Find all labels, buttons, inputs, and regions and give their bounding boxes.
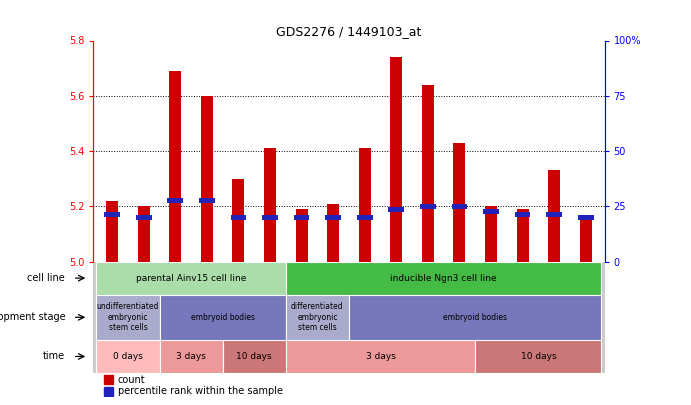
Bar bbox=[422, 85, 434, 262]
Bar bbox=[286, 294, 349, 340]
Text: 10 days: 10 days bbox=[520, 352, 556, 361]
Bar bbox=[167, 198, 183, 203]
Text: time: time bbox=[43, 352, 65, 361]
Text: 3 days: 3 days bbox=[366, 352, 395, 361]
Bar bbox=[483, 209, 499, 214]
Bar bbox=[262, 215, 278, 220]
Bar bbox=[97, 294, 160, 340]
Bar bbox=[359, 148, 371, 262]
Bar bbox=[453, 143, 466, 262]
Bar bbox=[286, 340, 475, 373]
Bar bbox=[546, 212, 562, 217]
Bar bbox=[223, 340, 286, 373]
Bar bbox=[104, 375, 113, 384]
Text: inducible Ngn3 cell line: inducible Ngn3 cell line bbox=[390, 274, 497, 283]
Bar bbox=[580, 215, 591, 262]
Bar bbox=[325, 215, 341, 220]
Text: undifferentiated
embryonic
stem cells: undifferentiated embryonic stem cells bbox=[97, 303, 159, 332]
Bar bbox=[169, 71, 181, 262]
Bar bbox=[390, 57, 402, 262]
Bar bbox=[475, 340, 601, 373]
Bar bbox=[294, 215, 310, 220]
Text: differentiated
embryonic
stem cells: differentiated embryonic stem cells bbox=[291, 303, 343, 332]
Text: development stage: development stage bbox=[0, 312, 65, 322]
Bar bbox=[296, 209, 307, 262]
Bar bbox=[231, 215, 247, 220]
Bar bbox=[232, 179, 245, 262]
Bar bbox=[485, 207, 497, 262]
Bar bbox=[420, 204, 436, 209]
Text: parental Ainv15 cell line: parental Ainv15 cell line bbox=[136, 274, 246, 283]
Bar bbox=[97, 262, 286, 294]
Bar bbox=[160, 294, 286, 340]
Bar bbox=[388, 207, 404, 212]
Text: 0 days: 0 days bbox=[113, 352, 143, 361]
Text: count: count bbox=[118, 375, 145, 385]
Text: percentile rank within the sample: percentile rank within the sample bbox=[118, 386, 283, 396]
Text: embryoid bodies: embryoid bodies bbox=[443, 313, 507, 322]
Text: 10 days: 10 days bbox=[236, 352, 272, 361]
Text: cell line: cell line bbox=[28, 273, 65, 283]
Bar bbox=[286, 262, 601, 294]
Text: embryoid bodies: embryoid bodies bbox=[191, 313, 255, 322]
Bar bbox=[138, 207, 150, 262]
Bar bbox=[548, 171, 560, 262]
Bar bbox=[201, 96, 213, 262]
Bar bbox=[515, 212, 531, 217]
Bar bbox=[97, 340, 160, 373]
Bar bbox=[451, 204, 467, 209]
Bar bbox=[199, 198, 215, 203]
Bar bbox=[106, 201, 118, 262]
Bar bbox=[349, 294, 601, 340]
Bar bbox=[136, 215, 152, 220]
Bar bbox=[517, 209, 529, 262]
Bar bbox=[327, 204, 339, 262]
Title: GDS2276 / 1449103_at: GDS2276 / 1449103_at bbox=[276, 25, 422, 38]
Bar bbox=[357, 215, 372, 220]
Text: 3 days: 3 days bbox=[176, 352, 206, 361]
Bar bbox=[160, 340, 223, 373]
Bar bbox=[578, 215, 594, 220]
Bar bbox=[264, 148, 276, 262]
Bar bbox=[104, 387, 113, 396]
Bar bbox=[104, 212, 120, 217]
